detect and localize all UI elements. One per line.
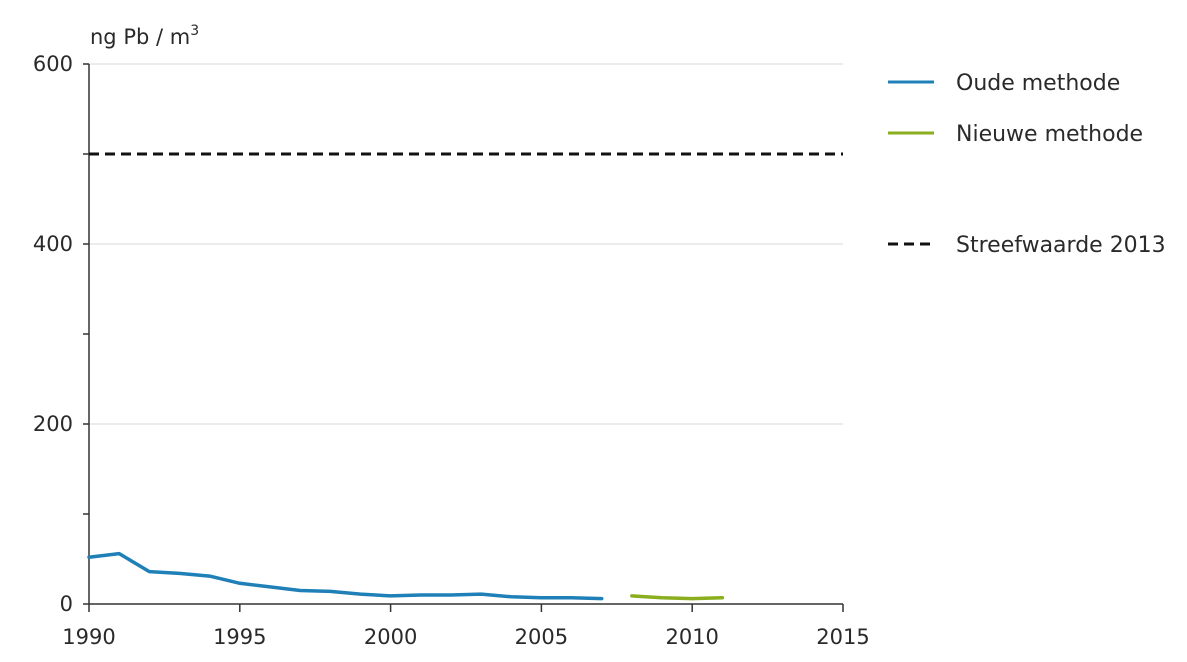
x-tick-label-2015: 2015 <box>816 625 869 649</box>
series-lines <box>87 551 725 601</box>
y-axis-unit-superscript: 3 <box>190 23 199 39</box>
x-tick-label-1995: 1995 <box>213 625 266 649</box>
x-tick-label-2010: 2010 <box>665 625 718 649</box>
series-line-1 <box>630 594 725 601</box>
y-tick-label-0: 0 <box>60 592 73 616</box>
x-tick-label-1990: 1990 <box>62 625 115 649</box>
axes <box>88 64 843 605</box>
legend: Oude methode Nieuwe methode Streefwaarde 2… <box>888 71 1166 258</box>
legend-label-3: Streefwaarde 2013 <box>956 233 1166 258</box>
x-tick-label-2000: 2000 <box>364 625 417 649</box>
legend-label-1: Nieuwe methode <box>956 122 1143 147</box>
y-tick-label-200: 200 <box>33 412 73 436</box>
legend-label-0: Oude methode <box>956 71 1120 96</box>
y-axis-ticks: 0 200 400 600 <box>33 52 89 616</box>
y-axis-unit-label: ng Pb / m3 <box>90 23 199 49</box>
series-line-0 <box>87 551 604 601</box>
y-tick-label-600: 600 <box>33 52 73 76</box>
x-axis-ticks: 1990 1995 2000 2005 2010 2015 <box>62 604 870 649</box>
gridlines <box>89 63 843 425</box>
x-tick-label-2005: 2005 <box>515 625 568 649</box>
y-axis-unit-text: ng Pb / m <box>90 25 190 49</box>
y-tick-label-400: 400 <box>33 232 73 256</box>
